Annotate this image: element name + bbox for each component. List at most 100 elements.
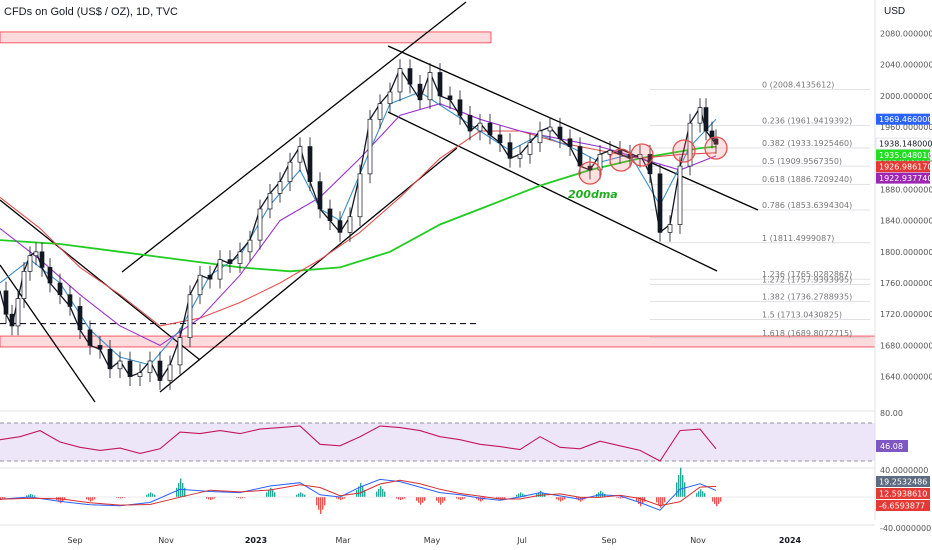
macd-histogram-bar	[438, 497, 440, 503]
macd-histogram-bar	[88, 497, 90, 501]
price-candle	[447, 95, 453, 101]
fib-level-label: 1.236 (1765.0282867)	[762, 270, 852, 279]
channel-line	[121, 1, 467, 273]
price-candle	[487, 122, 493, 136]
moving-average-line	[0, 103, 717, 347]
price-badge	[876, 113, 930, 125]
channel-line	[0, 264, 96, 403]
price-series	[0, 59, 719, 390]
macd-histogram-bar	[378, 488, 380, 497]
macd-histogram-bar	[64, 497, 66, 501]
macd-histogram-bar	[338, 497, 340, 500]
time-tick: Sep	[67, 536, 82, 545]
macd-histogram-bar	[120, 497, 122, 499]
macd-histogram-bar	[60, 497, 62, 504]
macd-histogram-bar	[398, 497, 400, 500]
price-candle	[197, 274, 203, 296]
macd-histogram-bar	[422, 497, 424, 503]
price-candle	[477, 122, 483, 132]
price-candle	[657, 173, 663, 233]
macd-histogram-bar	[436, 497, 438, 501]
price-tick: 1640.0000000	[880, 373, 932, 382]
macd-histogram-bar	[558, 497, 560, 501]
macd-badge-text: -6.6593877	[879, 501, 925, 510]
macd-histogram-bar	[620, 497, 622, 499]
price-badge	[876, 161, 930, 173]
fib-level-label: 0.786 (1853.6394304)	[762, 201, 852, 210]
macd-histogram-bar	[458, 497, 460, 500]
rsi-band	[0, 423, 875, 461]
macd-histogram-bar	[184, 487, 186, 497]
time-tick: Mar	[335, 536, 351, 545]
time-axis[interactable]: Sep Nov 2023 Mar May Jul Sep Nov 2024	[67, 536, 801, 545]
macd-histogram-bar	[662, 497, 664, 506]
currency-label[interactable]: USD	[884, 6, 906, 17]
macd-histogram-bar	[684, 482, 686, 497]
price-candle	[317, 181, 323, 210]
time-tick: Nov	[690, 536, 706, 545]
price-tick: 2040.0000000	[880, 61, 932, 70]
price-tick: 1680.0000000	[880, 341, 932, 350]
macd-histogram-bar	[92, 497, 94, 501]
macd-histogram-bar	[26, 495, 28, 497]
price-candle	[267, 193, 273, 210]
macd-histogram-bar	[90, 497, 92, 502]
trend-channels	[0, 1, 759, 403]
macd-histogram-bar	[58, 497, 60, 502]
price-candle	[97, 345, 103, 350]
macd-histogram-bar	[564, 497, 566, 500]
price-candle	[557, 126, 563, 140]
macd-histogram-bar	[176, 487, 178, 497]
price-candle	[607, 150, 613, 155]
macd-histogram-bar	[382, 488, 384, 497]
fib-level-label: 1 (1811.4999087)	[762, 234, 834, 243]
price-candle	[3, 290, 9, 315]
price-candle	[713, 138, 719, 145]
macd-histogram-bar	[520, 492, 522, 497]
macd-histogram-bar	[180, 478, 182, 497]
price-candle	[67, 294, 73, 307]
macd-indicator	[0, 467, 875, 514]
macd-histogram-bar	[396, 497, 398, 499]
price-tick: 1720.0000000	[880, 310, 932, 319]
price-axis[interactable]: 2080.0000000 2040.0000000 2000.0000000 1960…	[880, 29, 932, 381]
macd-histogram-bar	[618, 497, 620, 499]
price-candle	[177, 337, 183, 366]
macd-histogram-bar	[32, 494, 34, 497]
price-candle	[357, 173, 363, 218]
macd-histogram-bar	[698, 491, 700, 497]
price-candle	[497, 134, 503, 144]
macd-histogram-bar	[702, 491, 704, 497]
macd-badge	[876, 476, 930, 487]
macd-histogram-bar	[336, 497, 338, 499]
price-candle	[703, 107, 709, 132]
price-candle	[537, 130, 543, 144]
macd-histogram-bar	[124, 497, 126, 498]
macd-histogram-bar	[236, 497, 238, 498]
fibonacci-labels: 0 (2008.4135612) 0.236 (1961.9419392) 0.38…	[762, 80, 852, 337]
macd-histogram-bar	[504, 497, 506, 499]
price-candle	[137, 372, 143, 377]
price-candle	[39, 251, 45, 268]
macd-histogram-bar	[384, 491, 386, 497]
price-candle	[337, 220, 343, 233]
macd-histogram-bar	[444, 497, 446, 501]
macd-histogram-bar	[150, 492, 152, 497]
price-candle	[567, 138, 573, 147]
macd-histogram-bar	[416, 497, 418, 501]
macd-histogram-bar	[716, 497, 718, 507]
price-candle	[257, 208, 263, 241]
price-candle	[377, 103, 383, 120]
price-tick: 1880.0000000	[880, 185, 932, 194]
macd-histogram-bar	[364, 490, 366, 497]
macd-histogram-bar	[660, 497, 662, 508]
macd-histogram-bar	[638, 497, 640, 504]
macd-histogram-bar	[296, 494, 298, 497]
price-badge-text: 1922.9377400	[879, 174, 932, 183]
price-candle	[437, 72, 443, 97]
time-tick: Jul	[516, 536, 527, 545]
macd-histogram-bar	[400, 497, 402, 501]
time-tick: 2023	[245, 536, 267, 545]
macd-histogram-bar	[268, 490, 270, 497]
